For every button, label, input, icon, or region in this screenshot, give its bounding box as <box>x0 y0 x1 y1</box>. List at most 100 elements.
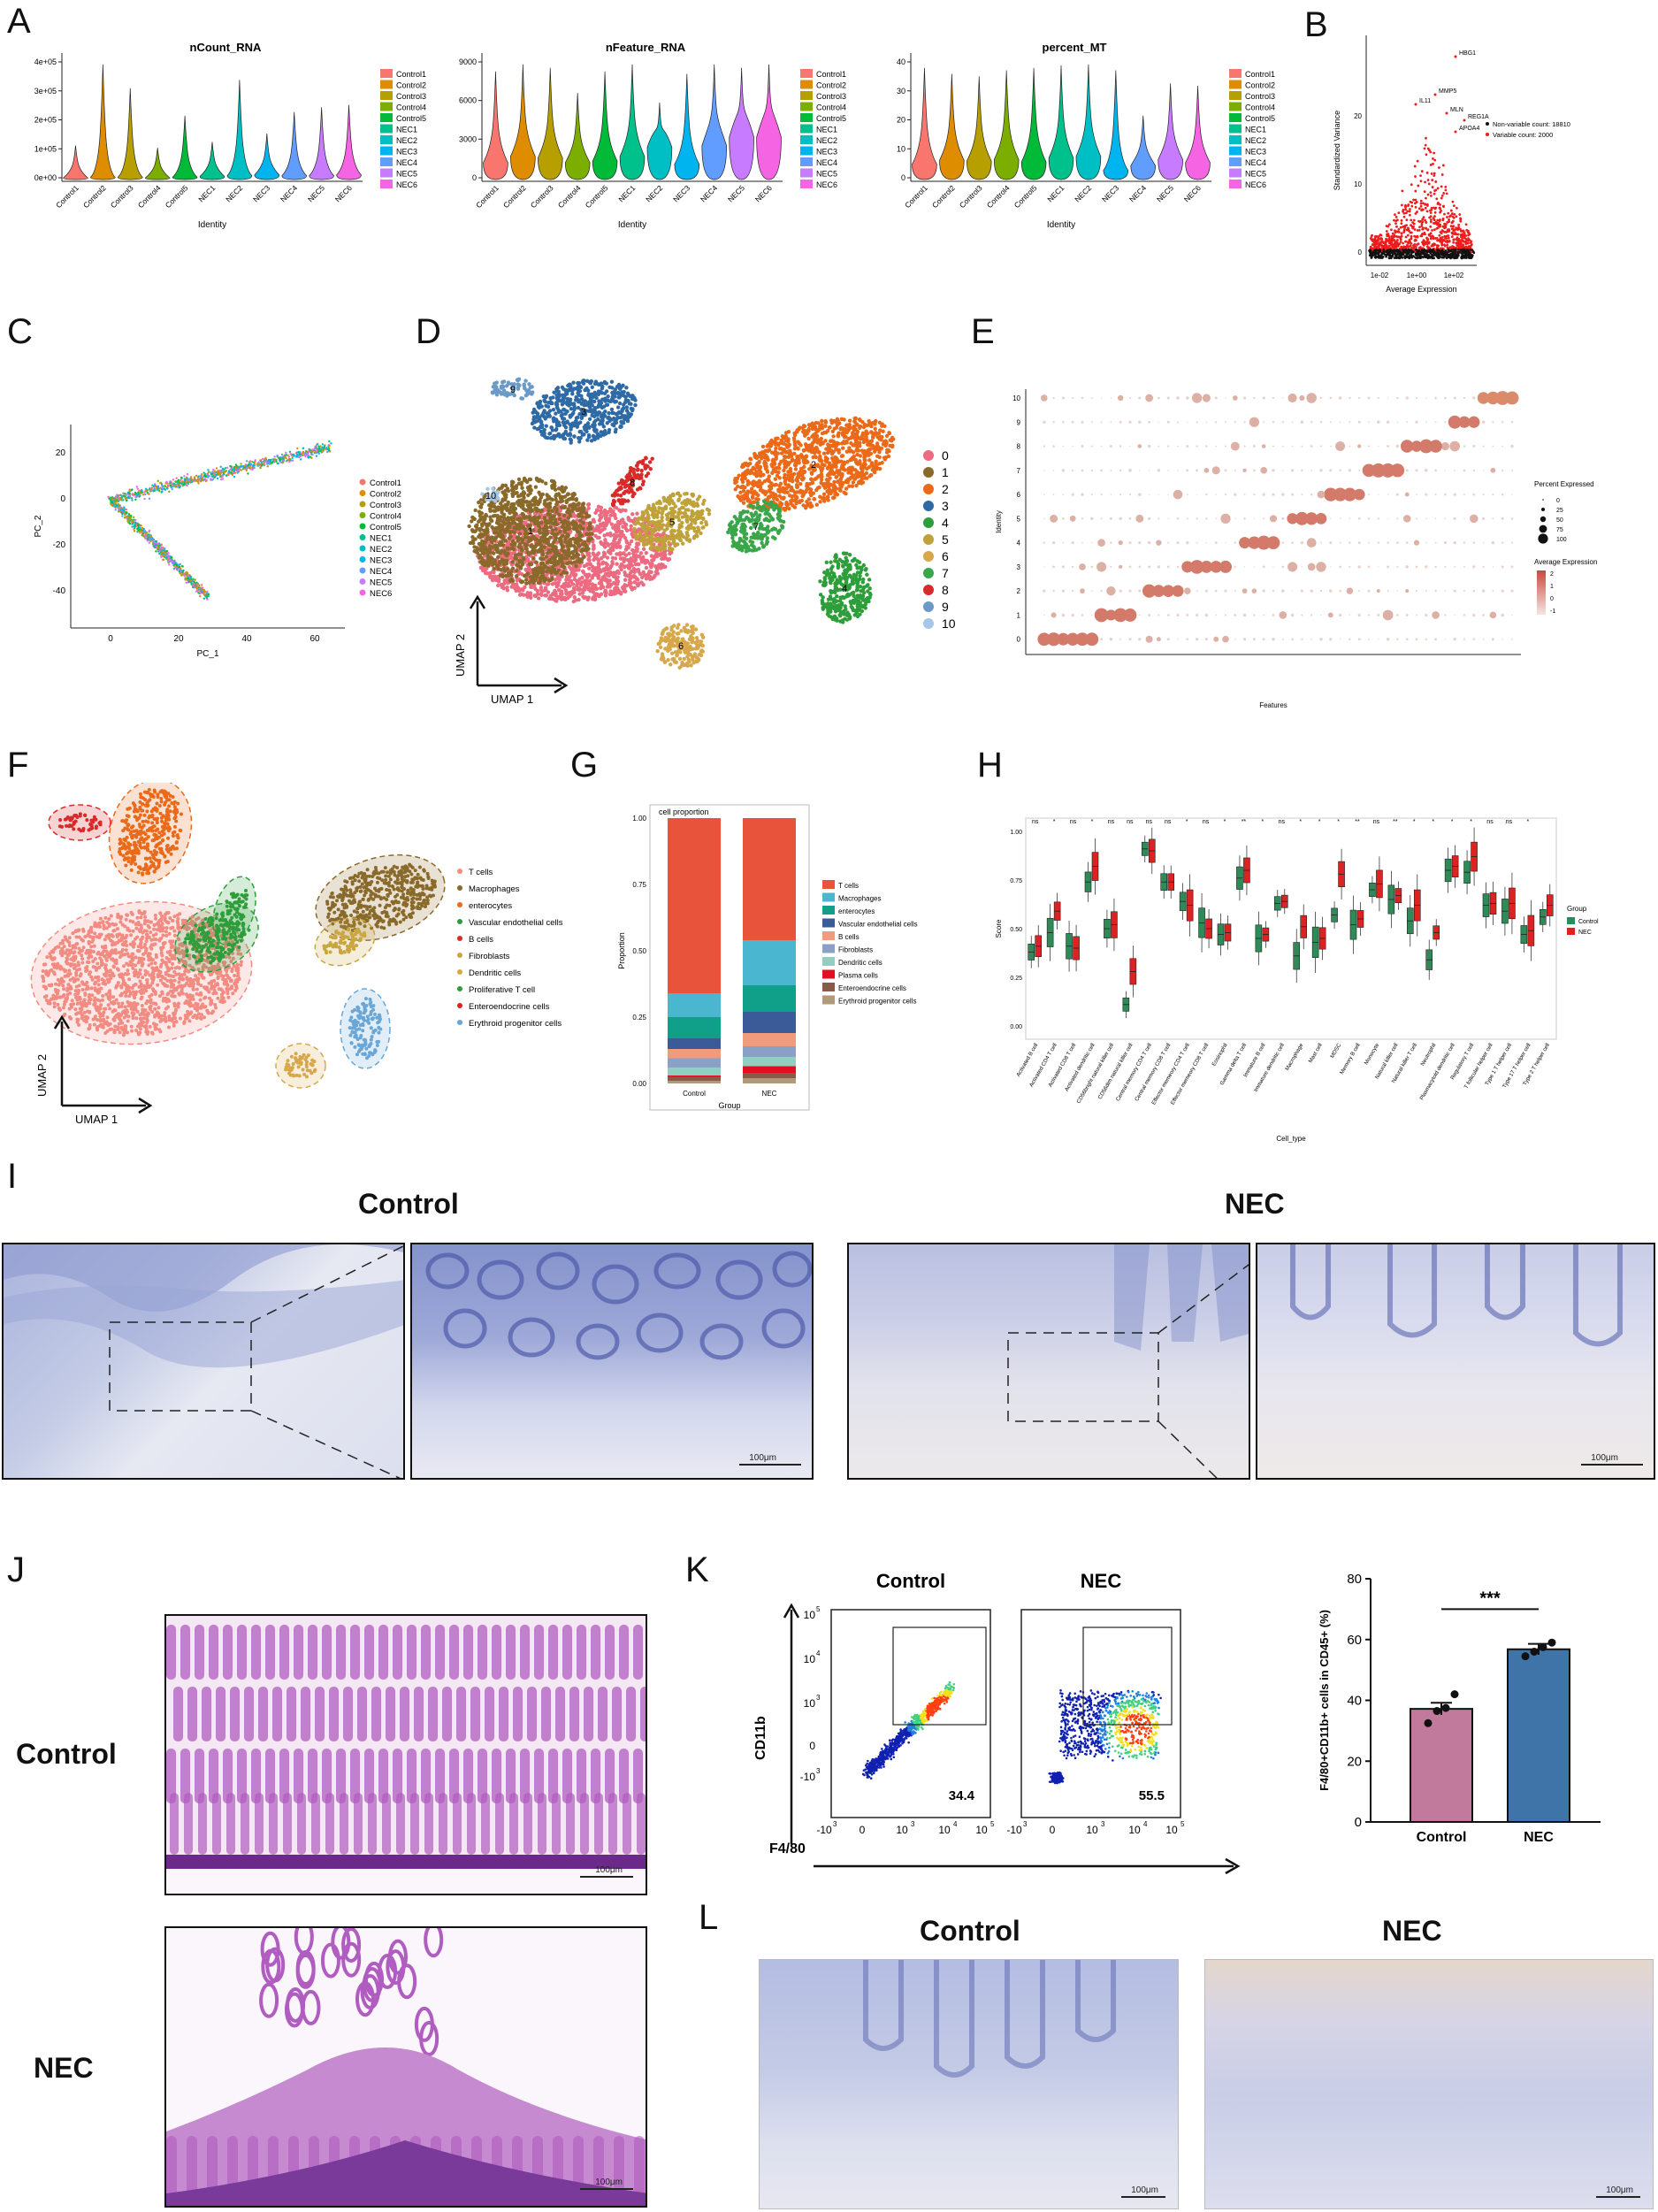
pca-point <box>299 455 302 458</box>
nonvariable-gene-point <box>1387 256 1391 259</box>
pca-point <box>221 467 225 470</box>
umap-point <box>543 593 547 598</box>
umap-point <box>606 543 611 547</box>
variable-gene-point <box>1385 238 1388 241</box>
variable-gene-point <box>1410 237 1413 241</box>
umap-point <box>569 561 574 565</box>
pca-point <box>135 493 138 495</box>
umap-point <box>545 571 549 577</box>
umap-point <box>517 593 523 597</box>
pca-point <box>231 470 233 472</box>
pca-point <box>175 477 178 479</box>
legend-swatch <box>1229 124 1242 134</box>
pca-point <box>131 522 134 524</box>
variable-gene-point <box>1444 226 1448 229</box>
pca-point <box>196 585 199 587</box>
pca-point <box>186 472 189 476</box>
umap-point <box>617 508 622 512</box>
nonvariable-gene-point <box>1407 250 1410 253</box>
pca-point <box>251 468 254 471</box>
variable-gene-point <box>1408 210 1411 213</box>
umap-point <box>563 536 568 540</box>
pca-point <box>225 474 228 478</box>
umap-point <box>590 564 595 569</box>
umap-point <box>654 564 660 569</box>
pca-point <box>202 588 206 592</box>
umap-point <box>602 574 607 578</box>
umap-point <box>644 551 649 555</box>
variable-gene-point <box>1433 206 1435 210</box>
x-tick-label: Control2 <box>930 183 957 210</box>
variable-gene-point <box>1447 211 1450 215</box>
umap-point <box>591 551 596 555</box>
umap-point <box>616 570 622 575</box>
variable-gene-point <box>1433 151 1436 155</box>
legend-swatch <box>800 180 813 188</box>
umap-point <box>593 510 598 516</box>
umap-point <box>669 550 674 555</box>
pca-point <box>152 538 156 541</box>
variable-gene-point <box>1433 189 1436 193</box>
variable-gene-point <box>1442 164 1445 167</box>
umap-point <box>565 544 570 548</box>
x-tick-label: 1e+02 <box>1444 272 1464 279</box>
variable-gene-point <box>1436 223 1439 226</box>
variable-gene-point <box>1438 233 1441 237</box>
umap-point <box>614 570 618 575</box>
umap-point <box>532 593 538 598</box>
violin <box>967 76 992 180</box>
variable-gene-point <box>1429 211 1433 215</box>
x-tick-label: NEC6 <box>1182 183 1203 203</box>
x-tick-label: NEC1 <box>196 183 217 203</box>
umap-point <box>607 592 613 597</box>
violin <box>309 107 334 180</box>
umap-point <box>607 548 611 554</box>
labeled-gene-point <box>1445 111 1448 115</box>
pca-point <box>133 494 135 497</box>
legend-swatch <box>380 135 393 144</box>
legend-swatch <box>380 80 393 89</box>
pca-point <box>309 448 311 451</box>
umap-point <box>545 582 550 587</box>
x-tick-label: NEC3 <box>1100 183 1120 203</box>
pca-point <box>200 584 203 586</box>
nonvariable-gene-point <box>1421 252 1425 256</box>
gene-label: MMP5 <box>1439 88 1456 95</box>
umap-point <box>601 550 607 555</box>
umap-point <box>539 586 544 590</box>
pca-point <box>123 516 126 519</box>
nonvariable-gene-point <box>1399 256 1402 258</box>
variable-gene-point <box>1410 218 1413 222</box>
legend-dot <box>359 523 366 530</box>
pca-point <box>202 597 206 600</box>
pca-point <box>161 487 164 490</box>
pca-point <box>195 479 197 482</box>
variable-gene-point <box>1444 236 1447 240</box>
legend-dot <box>359 478 366 486</box>
variable-gene-point <box>1462 243 1465 247</box>
variable-gene-point <box>1370 234 1373 238</box>
pca-point <box>198 478 201 482</box>
variable-gene-point <box>1448 240 1451 242</box>
umap-point <box>587 558 592 563</box>
pca-point <box>162 558 165 561</box>
umap-point <box>554 584 559 589</box>
umap-point <box>622 559 626 563</box>
nonvariable-gene-point <box>1430 250 1433 253</box>
umap-point <box>627 564 631 569</box>
pca-point <box>160 543 163 546</box>
umap-point <box>564 499 569 503</box>
pca-point <box>266 463 269 465</box>
nonvariable-gene-point <box>1472 251 1476 255</box>
pca-point <box>138 489 141 492</box>
pca-point <box>109 499 112 501</box>
variable-gene-point <box>1433 236 1435 240</box>
umap-point <box>578 518 583 523</box>
pca-point <box>154 484 157 487</box>
variable-gene-point <box>1440 173 1444 176</box>
legend-dot <box>1486 122 1489 126</box>
nonvariable-gene-point <box>1432 256 1434 259</box>
pca-point <box>247 466 249 469</box>
variable-gene-point <box>1432 162 1434 165</box>
